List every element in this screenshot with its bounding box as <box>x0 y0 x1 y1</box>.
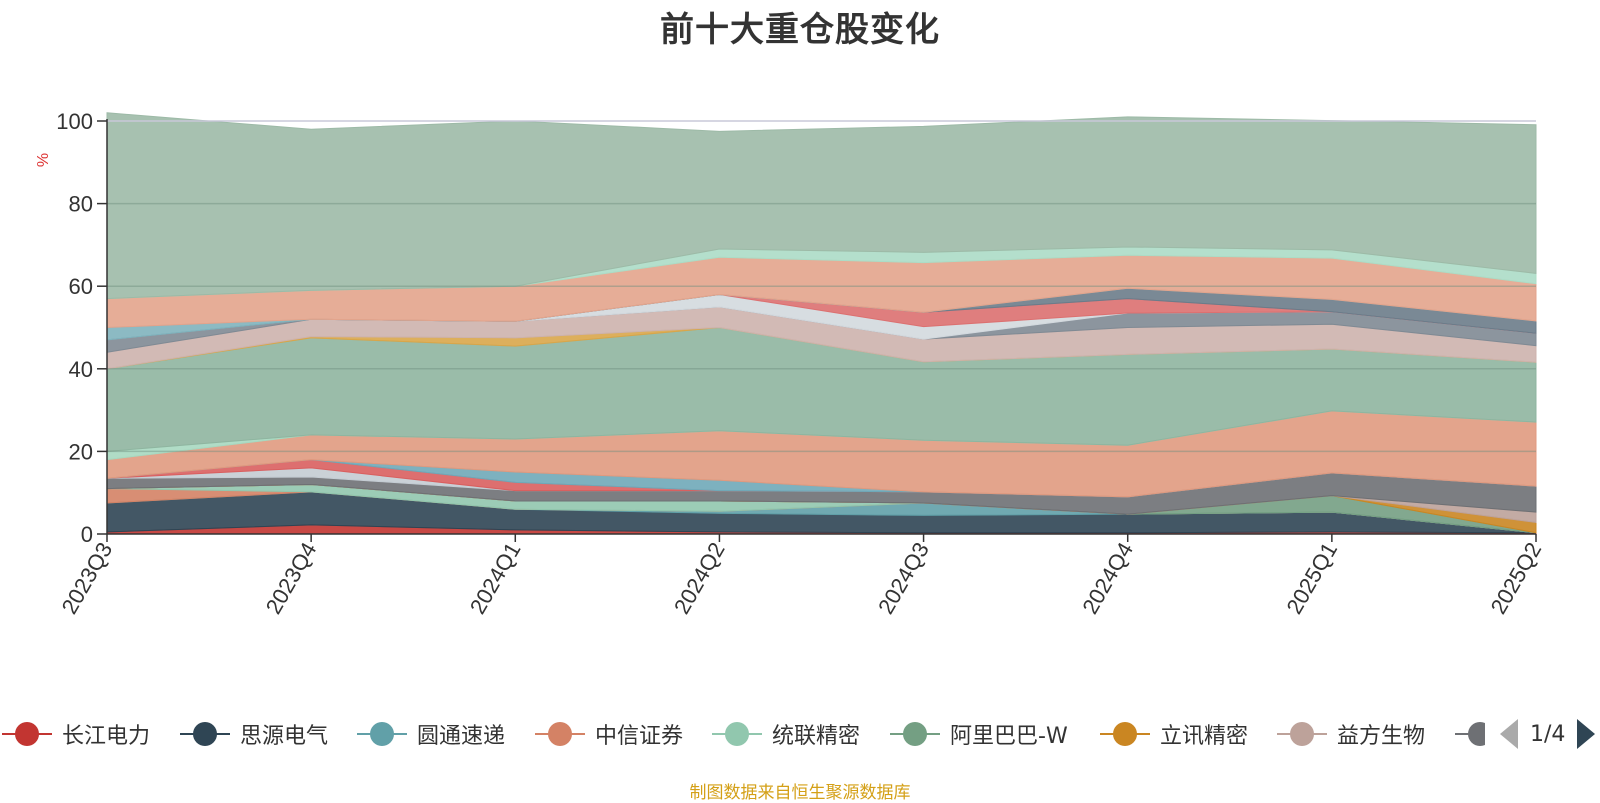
legend-symbol-icon <box>2 716 52 752</box>
source-note: 制图数据来自恒生聚源数据库 <box>689 783 911 803</box>
grid-lines <box>107 120 1536 453</box>
y-tick-label-1: 20 <box>69 439 93 464</box>
legend-symbol-icon <box>357 716 407 752</box>
y-axis-label: % <box>35 153 52 167</box>
legend-label: 统联精密 <box>772 724 861 749</box>
legend-label: 中信证券 <box>595 724 684 749</box>
y-tick-label-3: 60 <box>69 274 93 299</box>
legend-label: 思源电气 <box>240 724 329 749</box>
y-tick-label-0: 0 <box>81 522 93 547</box>
legend-pager: 1/4 <box>1500 716 1596 752</box>
legend-item-1[interactable]: 思源电气 <box>180 716 328 752</box>
legend-label: 长江电力 <box>62 724 151 749</box>
legend-item-0[interactable]: 长江电力 <box>2 716 150 752</box>
x-tick-label-1: 2023Q4 <box>261 538 322 618</box>
legend-item-6[interactable]: 立讯精密 <box>1100 716 1248 752</box>
legend-next-arrow-icon[interactable] <box>1577 719 1596 749</box>
series-areas <box>106 112 1537 535</box>
x-tick-label-0: 2023Q3 <box>57 538 118 618</box>
legend-prev-arrow-icon[interactable] <box>1500 719 1518 749</box>
x-tick-label-2: 2024Q1 <box>465 538 526 618</box>
x-tick-label-6: 2025Q1 <box>1281 538 1342 618</box>
legend-label: 阿里巴巴-W <box>950 724 1068 749</box>
legend-item-2[interactable]: 圆通速递 <box>357 716 505 752</box>
legend-symbol-icon <box>535 716 585 752</box>
area-series-24[interactable] <box>106 112 1537 300</box>
stacked-area-chart: 0 20 40 60 80 100 2023Q3 2023Q4 2024Q1 2024Q2 2024… <box>35 109 1547 618</box>
legend: 长江电力 思源电气 圆通速递 中信证券 统联精密 阿里巴巴-W 立讯精密 益方生物 <box>0 716 1600 752</box>
x-tick-label-4: 2024Q3 <box>873 538 934 618</box>
legend-item-5[interactable]: 阿里巴巴-W <box>890 716 1068 752</box>
chart-title: 前十大重仓股变化 <box>660 10 940 50</box>
legend-symbol-icon <box>890 716 940 752</box>
legend-label: 圆通速递 <box>417 724 506 749</box>
legend-item-4[interactable]: 统联精密 <box>712 716 860 752</box>
x-tick-label-5: 2024Q4 <box>1077 538 1138 618</box>
legend-symbol-icon <box>1277 716 1327 752</box>
legend-label: 立讯精密 <box>1160 724 1249 749</box>
legend-symbol-icon <box>1100 716 1150 752</box>
x-tick-label-3: 2024Q2 <box>669 538 730 618</box>
y-tick-label-4: 80 <box>69 192 93 217</box>
x-tick-label-7: 2025Q2 <box>1486 538 1547 618</box>
legend-item-3[interactable]: 中信证券 <box>535 716 683 752</box>
legend-page-indicator: 1/4 <box>1530 721 1566 747</box>
legend-item-7[interactable]: 益方生物 <box>1277 716 1425 752</box>
y-tick-label-2: 40 <box>69 357 93 382</box>
legend-symbol-icon <box>180 716 230 752</box>
legend-symbol-icon <box>1455 716 1485 752</box>
legend-symbol-icon <box>712 716 762 752</box>
legend-label: 益方生物 <box>1337 724 1426 749</box>
y-tick-label-5: 100 <box>56 109 93 134</box>
legend-item-partial[interactable] <box>1455 716 1485 752</box>
